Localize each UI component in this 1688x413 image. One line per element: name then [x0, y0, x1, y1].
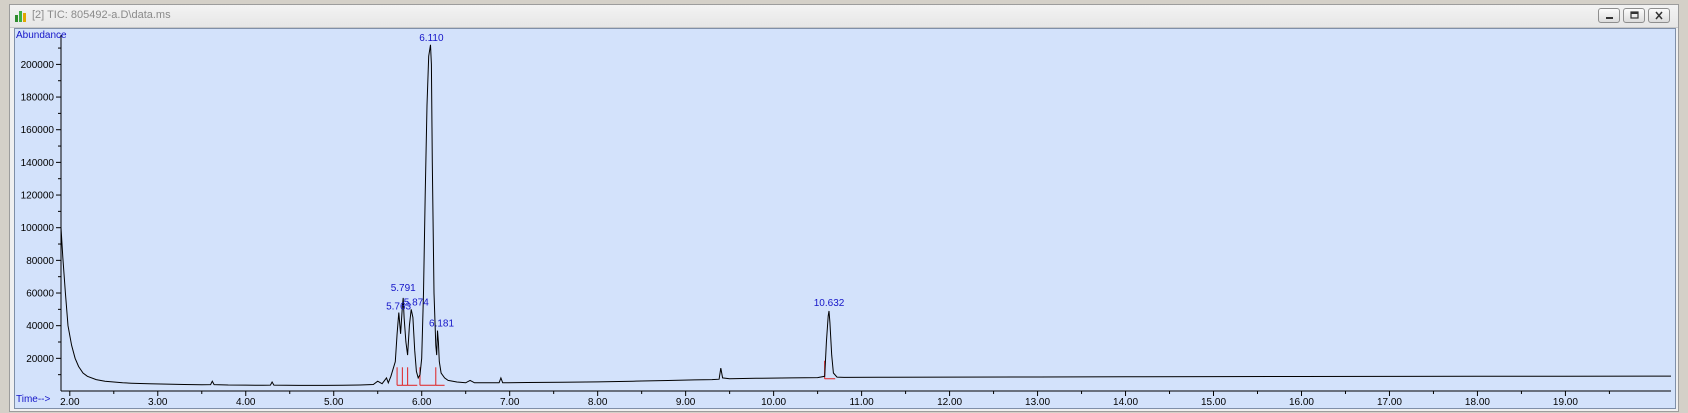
- y-tick-label: 120000: [21, 191, 55, 202]
- x-tick-label: 13.00: [1025, 397, 1050, 408]
- y-tick-label: 40000: [26, 321, 54, 332]
- restore-button[interactable]: [1623, 8, 1645, 23]
- peak-label: 6.181: [429, 319, 454, 330]
- y-tick-label: 60000: [26, 289, 54, 300]
- x-tick-label: 4.00: [236, 397, 256, 408]
- x-tick-label: 16.00: [1289, 397, 1314, 408]
- y-tick-label: 80000: [26, 256, 54, 267]
- close-icon: [1655, 11, 1663, 20]
- window-title: [2] TIC: 805492-a.D\data.ms: [32, 9, 171, 21]
- x-tick-label: 10.00: [761, 397, 786, 408]
- plot-area[interactable]: 20000 40000 60000 80000 100000 120000 140000 16…: [14, 28, 1676, 409]
- peak-label: 6.110: [419, 33, 444, 44]
- chromatogram-window: [2] TIC: 805492-a.D\data.ms 20000 40000 60…: [9, 4, 1679, 412]
- x-tick-label: 6.00: [412, 397, 432, 408]
- x-tick-label: 8.00: [588, 397, 608, 408]
- y-tick-label: 140000: [21, 158, 55, 169]
- y-axis-label: Abundance: [16, 30, 67, 41]
- minimize-icon: [1606, 17, 1613, 19]
- tic-trace: [60, 44, 1671, 386]
- x-tick-label: 17.00: [1377, 397, 1402, 408]
- x-tick-label: 12.00: [937, 397, 962, 408]
- peak-label: 10.632: [814, 298, 845, 309]
- x-tick-label: 2.00: [60, 397, 80, 408]
- peak-label: 5.763: [386, 302, 411, 313]
- tic-chromatogram: 20000 40000 60000 80000 100000 120000 140000 16…: [16, 30, 1671, 408]
- x-tick-label: 7.00: [500, 397, 520, 408]
- y-tick-label: 160000: [21, 125, 55, 136]
- y-tick-label: 200000: [21, 60, 55, 71]
- x-tick-label: 14.00: [1113, 397, 1138, 408]
- peak-label: 5.791: [391, 283, 416, 294]
- title-bar[interactable]: [2] TIC: 805492-a.D\data.ms: [10, 5, 1678, 28]
- x-tick-label: 18.00: [1465, 397, 1490, 408]
- x-axis-label: Time-->: [16, 394, 51, 405]
- y-tick-label: 20000: [26, 354, 54, 365]
- close-button[interactable]: [1648, 8, 1670, 23]
- x-tick-label: 19.00: [1553, 397, 1578, 408]
- x-tick-label: 9.00: [676, 397, 696, 408]
- y-tick-label: 100000: [21, 223, 55, 234]
- peak-label: 5.874: [404, 297, 429, 308]
- x-tick-label: 5.00: [324, 397, 344, 408]
- x-tick-label: 3.00: [148, 397, 168, 408]
- app-icon: [15, 11, 26, 22]
- x-tick-label: 11.00: [849, 397, 874, 408]
- y-tick-label: 180000: [21, 93, 55, 104]
- minimize-button[interactable]: [1598, 8, 1620, 23]
- restore-icon: [1630, 11, 1639, 19]
- x-tick-label: 15.00: [1201, 397, 1226, 408]
